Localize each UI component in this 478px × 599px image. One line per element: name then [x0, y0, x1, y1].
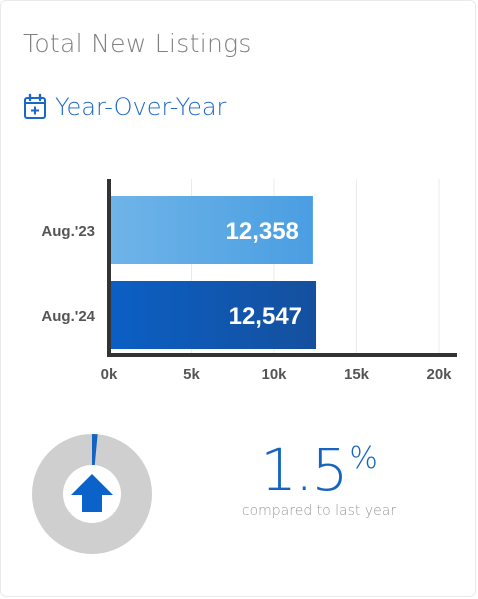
change-unit: % — [349, 441, 378, 476]
category-label: Aug.'24 — [41, 308, 95, 325]
card-title: Total New Listings — [23, 29, 252, 58]
bar-value-label: 12,547 — [229, 303, 302, 330]
x-tick-label: 5k — [183, 366, 200, 383]
change-value: 1.5 — [260, 436, 348, 504]
change-donut — [32, 434, 152, 554]
x-tick-label: 0k — [101, 366, 118, 383]
change-percent: 1.5% — [219, 437, 419, 503]
category-label: Aug.'23 — [41, 223, 95, 240]
arrow-up-icon — [71, 474, 113, 512]
period-label: Year-Over-Year — [55, 93, 227, 121]
bar — [111, 196, 313, 264]
x-tick-label: 20k — [426, 366, 452, 383]
bar-value-label: 12,358 — [226, 218, 299, 245]
x-tick-label: 10k — [261, 366, 287, 383]
change-caption: compared to last year — [241, 503, 397, 519]
listings-bar-chart: 12,358 Aug.'23 12,547 Aug.'24 0k 5k 10k 15k 20k — [41, 179, 457, 383]
change-summary: 1.5% compared to last year — [219, 437, 419, 519]
donut-change-segment — [92, 434, 98, 466]
x-tick-label: 15k — [344, 366, 370, 383]
bar — [111, 281, 317, 349]
period-header: Year-Over-Year — [23, 93, 226, 121]
calendar-plus-icon — [23, 93, 47, 121]
